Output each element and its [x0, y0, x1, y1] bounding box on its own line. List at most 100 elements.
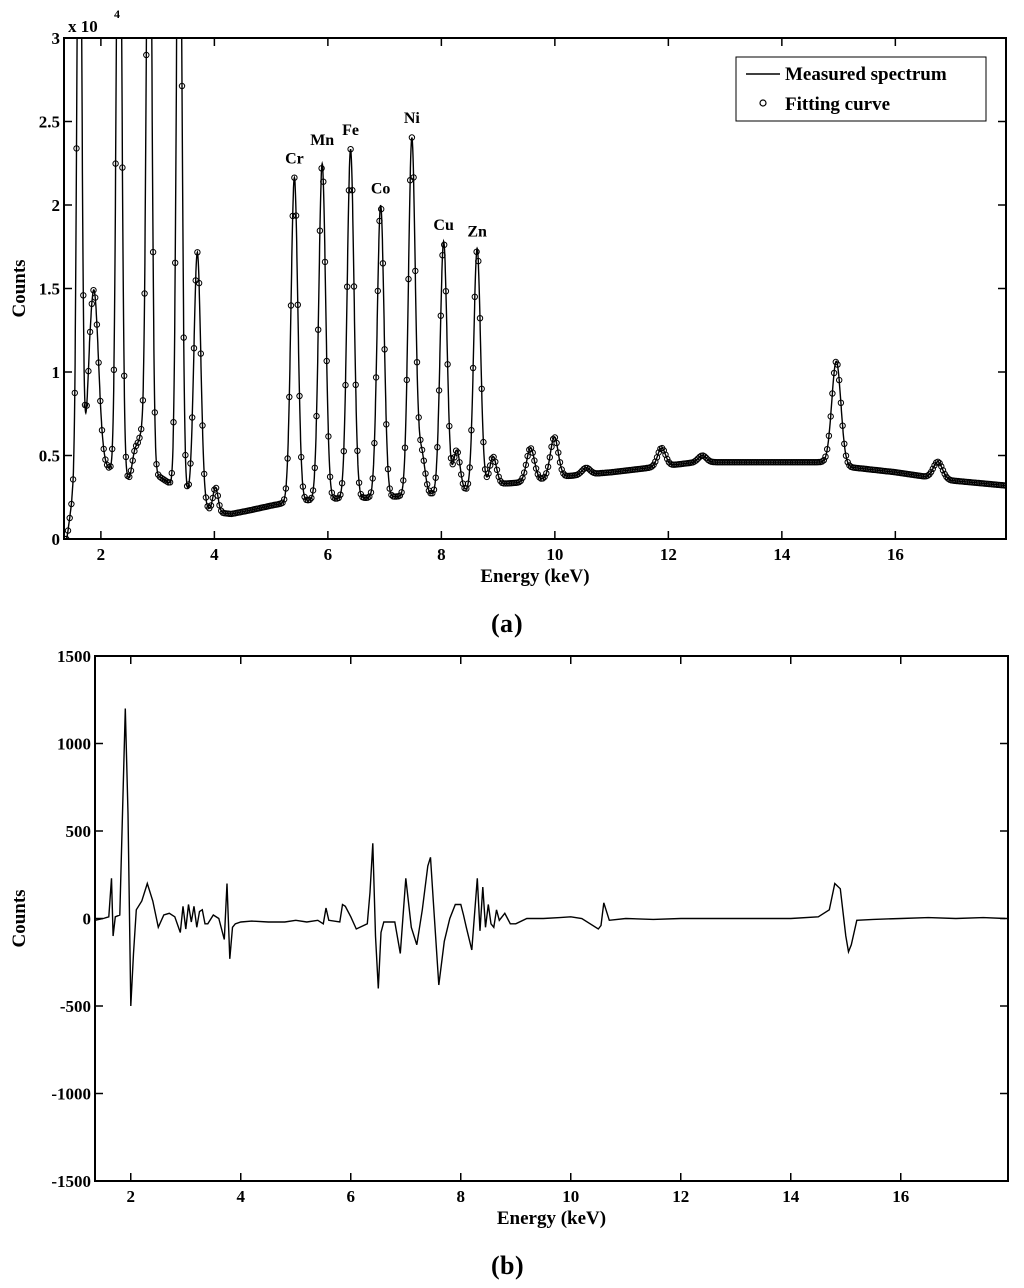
- fitting-curve-point: [153, 461, 160, 468]
- fitting-curve-point: [136, 434, 143, 441]
- panel-a-y-tick-label: 1: [52, 363, 61, 382]
- fitting-curve-point: [216, 502, 223, 509]
- fitting-curve-point: [132, 442, 140, 449]
- legend-label-measured: Measured spectrum: [785, 64, 947, 85]
- fitting-curve-point: [824, 446, 831, 453]
- fitting-curve-point: [432, 474, 439, 481]
- fitting-curve-point: [664, 455, 671, 463]
- fitting-curve-point: [836, 376, 843, 384]
- fitting-curve-point: [127, 467, 135, 474]
- panel-b-x-axis-label: Energy (keV): [497, 1208, 606, 1229]
- element-label-ni: Ni: [404, 110, 421, 127]
- panel-a-x-tick-label: 12: [660, 545, 677, 564]
- fitting-curve-point: [435, 387, 443, 394]
- fitting-curve-point: [822, 453, 829, 460]
- fitting-curve-point: [405, 275, 412, 283]
- fitting-curve-point: [296, 392, 303, 400]
- fitting-curve-point: [424, 481, 431, 488]
- fitting-curve-point: [938, 463, 945, 470]
- fitting-curve-point: [340, 448, 347, 455]
- panel-b-x-tick-label: 10: [562, 1187, 579, 1206]
- legend-box: [735, 56, 987, 122]
- fitting-curve-point: [924, 472, 931, 479]
- fitting-curve-point: [338, 480, 346, 487]
- panel-b-y-tick-label: 1500: [57, 647, 91, 666]
- fitting-curve-point: [64, 527, 72, 534]
- fitting-curve-point: [495, 473, 502, 480]
- fitting-curve-point: [119, 164, 126, 171]
- fitting-curve-point: [841, 440, 848, 447]
- fitting-curve-point: [138, 425, 145, 433]
- fitting-curve-point: [386, 485, 393, 492]
- panel-b-x-tick-label: 4: [237, 1187, 246, 1206]
- fitting-curve-point: [122, 453, 130, 461]
- fitting-curve-point: [555, 449, 562, 456]
- fitting-curve-point: [480, 438, 487, 446]
- fitting-curve-point: [441, 241, 448, 249]
- fitting-curve-point: [354, 447, 361, 454]
- fitting-curve-point: [936, 459, 943, 467]
- residual-line: [94, 708, 1006, 1007]
- fitting-curve-point: [214, 492, 222, 499]
- fitting-curve-point: [88, 300, 96, 307]
- fitting-curve-point: [349, 187, 356, 194]
- fitting-curve-point: [376, 217, 383, 225]
- panel-a-exponent-power: 4: [114, 7, 120, 21]
- fitting-curve-point: [178, 82, 186, 90]
- fitting-curve-point: [492, 458, 499, 465]
- fitting-curve-point: [183, 482, 191, 490]
- fitting-curve-point: [367, 489, 375, 496]
- legend-label-fitting: Fitting curve: [785, 94, 890, 115]
- fitting-curve-point: [383, 421, 390, 428]
- fitting-curve-point: [90, 287, 97, 294]
- fitting-curve-point: [110, 366, 118, 373]
- fitting-curve-point: [415, 414, 422, 421]
- fitting-curve-point: [550, 435, 557, 443]
- fitting-curve-point: [704, 456, 712, 463]
- fitting-curve-point: [97, 397, 104, 405]
- fitting-curve-point: [398, 489, 405, 496]
- fitting-curve-point: [546, 454, 553, 461]
- fitting-curve-point: [80, 292, 87, 299]
- fitting-curve-point: [396, 492, 404, 499]
- caption-b-letter: b: [500, 1251, 514, 1280]
- fitting-curve-point: [212, 484, 220, 492]
- fitting-curve-point: [187, 460, 194, 467]
- panel-b-y-tick-label: -500: [60, 997, 91, 1016]
- element-label-cu: Cu: [433, 217, 454, 234]
- fitting-curve-point: [289, 212, 296, 220]
- fitting-curve-point: [279, 499, 286, 506]
- fitting-curve-point: [371, 439, 378, 447]
- fitting-curve-point: [298, 453, 305, 461]
- fitting-curve-point: [107, 463, 114, 470]
- fitting-curve-point: [488, 455, 496, 462]
- fitting-curve-point: [446, 422, 453, 430]
- panel-b-x-tick-label: 8: [457, 1187, 466, 1206]
- fitting-curve-point: [471, 293, 478, 300]
- fitting-curve-point: [449, 461, 456, 468]
- fitting-curve-point: [199, 422, 206, 429]
- fitting-curve-point: [660, 447, 667, 454]
- fitting-curve-point: [98, 427, 106, 434]
- fitting-curve-point: [834, 361, 841, 368]
- fitting-curve-point: [379, 260, 387, 267]
- fitting-curve-point: [69, 476, 77, 483]
- fitting-curve-point: [408, 134, 416, 141]
- legend-circle-swatch: [759, 99, 767, 107]
- fitting-curve-point: [476, 315, 484, 322]
- fitting-curve-point: [532, 465, 540, 472]
- fitting-curve-point: [151, 409, 159, 416]
- panel-a-y-tick-label: 0: [52, 530, 61, 549]
- fitting-curve-point: [344, 283, 351, 290]
- fitting-curve-point: [483, 473, 490, 481]
- fitting-curve-point: [464, 480, 472, 487]
- fitting-curve-point: [204, 503, 211, 510]
- panel-a-exponent-label: x 10: [68, 17, 98, 36]
- fitting-curve-point: [311, 464, 318, 471]
- fitting-curve-point: [73, 145, 80, 152]
- fitting-curve-point: [439, 252, 446, 259]
- fitting-curve-point: [350, 283, 358, 290]
- fitting-curve-point: [553, 439, 560, 447]
- panel-a-x-tick-label: 4: [210, 545, 219, 564]
